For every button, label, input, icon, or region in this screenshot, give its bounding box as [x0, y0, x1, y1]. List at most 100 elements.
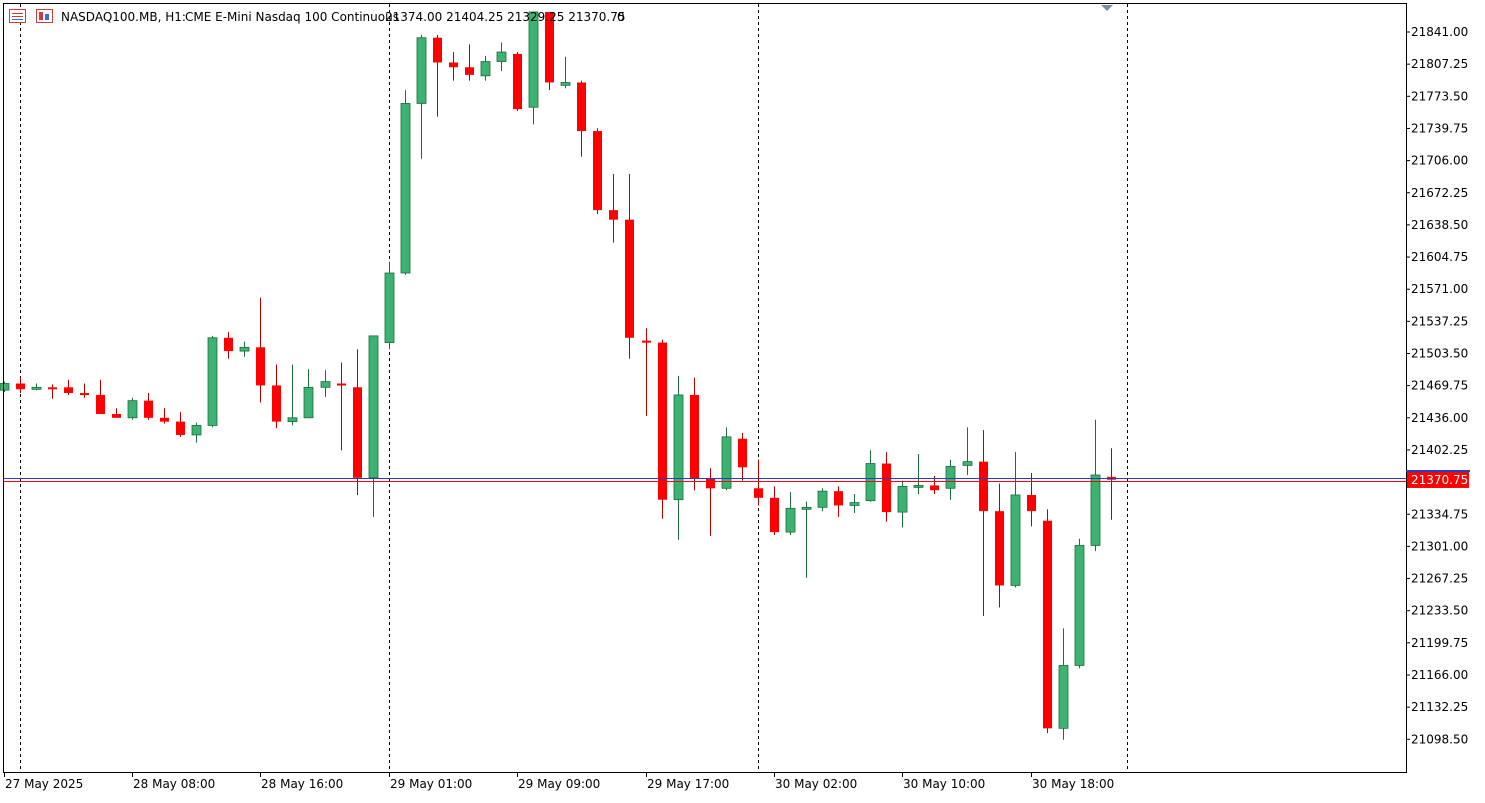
current-price-label: 21370.75: [1411, 473, 1468, 487]
x-axis: 27 May 2025 28 May 08:00 28 May 16:00 29 Ma…: [4, 772, 1114, 791]
candle-body-bull: [368, 335, 379, 479]
y-tick-label: 21638.50: [1411, 218, 1468, 232]
y-tick-label: 21537.25: [1411, 314, 1468, 328]
candle-body-bull: [962, 461, 973, 466]
candle: [384, 261, 395, 350]
candle: [416, 34, 427, 159]
candle-body-bear: [706, 478, 715, 489]
candle: [48, 384, 57, 399]
candle-body-bear: [1043, 520, 1052, 729]
candle-body-bear: [176, 421, 185, 435]
candle-body-bull: [239, 346, 250, 352]
chart-list-icon[interactable]: [9, 9, 26, 23]
candle: [513, 52, 522, 112]
candle-body-bull: [1090, 474, 1101, 546]
y-tick-label: 21706.00: [1411, 154, 1468, 168]
candle: [496, 42, 507, 72]
x-tick-label: 28 May 08:00: [133, 777, 215, 791]
candle: [31, 383, 42, 391]
candle: [433, 34, 442, 117]
y-axis: 21841.00 21807.25 21773.50 21739.75 21706.00…: [1406, 25, 1470, 746]
candle: [176, 412, 185, 437]
current-price-lines: [4, 477, 1406, 482]
candle: [865, 450, 876, 502]
candle-body-bull: [673, 394, 684, 501]
candle-body-bear: [433, 37, 442, 63]
candles-layer: [0, 11, 1116, 740]
candle: [480, 55, 491, 81]
candle: [1090, 419, 1101, 552]
y-tick-label: 21604.75: [1411, 250, 1468, 264]
candle-body-bull: [801, 506, 812, 510]
y-tick-label: 21807.25: [1411, 57, 1468, 71]
candle: [1058, 628, 1069, 740]
y-tick-label: 21503.50: [1411, 347, 1468, 361]
candle-body-bull: [1058, 665, 1069, 729]
candle-body-bull: [480, 61, 491, 77]
candle-body-bear: [770, 497, 779, 533]
candle-body-bull: [303, 386, 314, 419]
candle-body-bear: [160, 417, 169, 422]
candle: [721, 427, 732, 491]
candle-body-bull: [0, 383, 10, 391]
candle: [995, 483, 1004, 608]
candle-body-bear: [224, 337, 233, 352]
candle-body-bear: [80, 393, 89, 396]
candle: [112, 408, 121, 418]
candle: [465, 44, 474, 81]
candle: [897, 480, 908, 528]
candle-body-bear: [642, 340, 651, 343]
candle: [239, 341, 250, 357]
candle-body-bear: [144, 400, 153, 418]
candle-body-bear: [449, 62, 458, 68]
candle-body-bull: [849, 502, 860, 506]
candle: [337, 362, 346, 451]
candle: [801, 501, 812, 578]
candle-body-bull: [320, 381, 331, 388]
candle-body-bull: [721, 436, 732, 489]
candle: [609, 173, 618, 243]
y-tick-label: 21841.00: [1411, 25, 1468, 39]
candle-body-bear: [545, 11, 554, 83]
y-tick-label: 21334.75: [1411, 507, 1468, 521]
candle-body-bull: [865, 463, 876, 502]
candle-body-bull: [913, 485, 924, 488]
header-volume: 0: [617, 10, 625, 24]
x-tick-label: 29 May 17:00: [647, 777, 729, 791]
candle: [545, 11, 554, 91]
candle: [882, 452, 891, 522]
candle-body-bear: [577, 82, 586, 132]
candle-body-bear: [658, 342, 667, 500]
chart-shift-marker[interactable]: [1101, 5, 1113, 11]
candle: [706, 468, 715, 536]
candle: [191, 422, 202, 443]
candle: [0, 381, 10, 393]
candle: [690, 377, 699, 491]
candle-body-bear: [272, 385, 281, 422]
candle: [256, 297, 265, 403]
candle-body-bull: [496, 51, 507, 62]
plot-border: [3, 3, 1407, 773]
candle: [642, 328, 651, 416]
candle-body-bull: [31, 386, 42, 390]
candle-body-bear: [690, 394, 699, 479]
candle: [1010, 452, 1021, 588]
candle-body-bear: [754, 488, 763, 498]
chart-window-icon[interactable]: [36, 9, 53, 23]
candle: [1043, 509, 1052, 734]
candle: [673, 375, 684, 540]
candle: [577, 80, 586, 157]
candle-body-bear: [16, 383, 25, 390]
y-tick-label: 21571.00: [1411, 282, 1468, 296]
y-tick-label: 21132.25: [1411, 700, 1468, 714]
candle-body-bull: [945, 465, 956, 489]
candle-body-bull: [897, 485, 908, 513]
y-tick-label: 21739.75: [1411, 121, 1468, 135]
candle: [658, 339, 667, 519]
candle: [272, 364, 281, 429]
candle-body-bear: [353, 387, 362, 478]
candle-body-bear: [738, 438, 747, 468]
candle: [979, 430, 988, 616]
